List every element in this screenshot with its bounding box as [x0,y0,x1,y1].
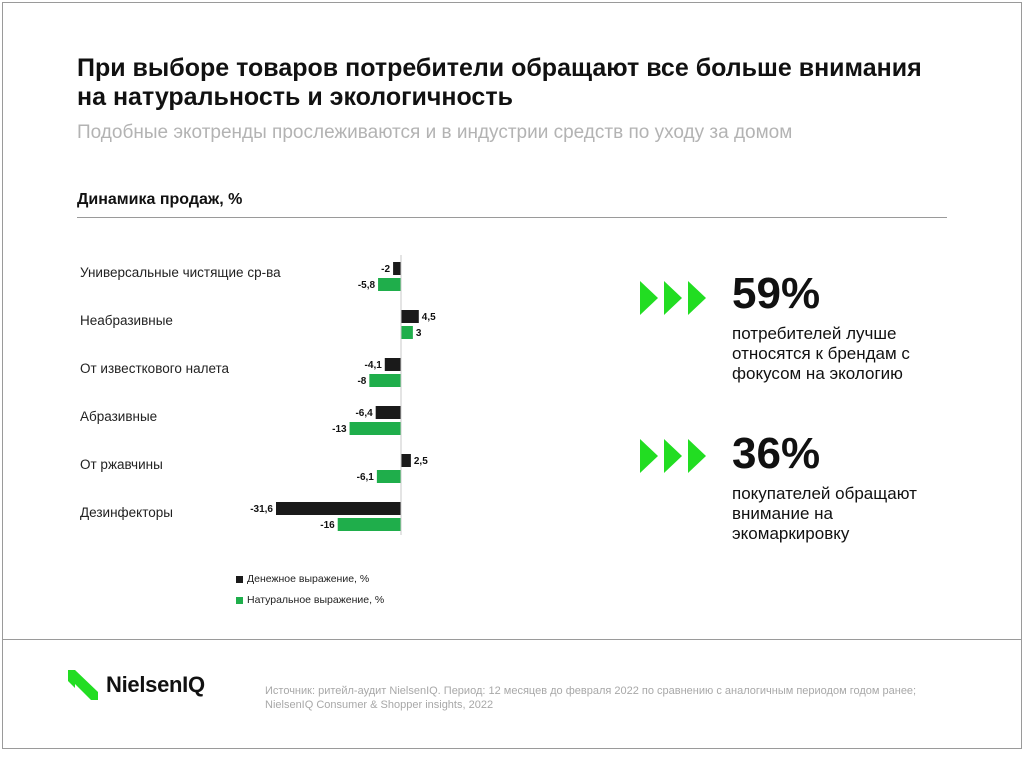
category-label: От ржавчины [80,457,163,472]
data-label: -6,4 [355,408,373,419]
chart-title: Динамика продаж, % [77,191,243,208]
triple-arrow-icon [640,281,706,315]
legend-item-natural: Натуральное выражение, % [236,594,384,606]
data-label: -31,6 [250,504,273,515]
nielseniq-mark-icon [68,670,98,700]
page-subtitle: Подобные экотренды прослеживаются и в ин… [77,122,793,143]
bar-natural [401,326,413,339]
stat-text-1: потребителей лучше относятся к брендам с… [732,324,910,383]
nielseniq-logo: NielsenIQ [66,668,205,702]
sales-dynamics-chart: Универсальные чистящие ср-ва -2 -5,8 Неабра… [80,255,436,535]
legend-label-money: Денежное выражение, % [247,573,370,585]
triple-arrow-icon [640,439,706,473]
data-label: -6,1 [357,472,375,483]
bar-natural [349,422,401,435]
stat-value-2: 36% [732,429,821,478]
legend-item-money: Денежное выражение, % [236,573,369,585]
bar-money [401,310,419,323]
bar-money [384,358,401,371]
legend-swatch-natural [236,596,243,604]
category-label: От известкового налета [80,361,230,376]
data-label: -2 [381,264,390,275]
bar-natural [337,518,401,531]
stat-block-2: 36% покупателей обращают внимание на эко… [732,432,942,544]
data-label: 2,5 [414,456,428,467]
bar-money [401,454,411,467]
data-label: -13 [332,424,347,435]
category-label: Универсальные чистящие ср-ва [80,265,281,280]
bar-natural [378,278,401,291]
category-label: Абразивные [80,409,157,424]
category-label: Дезинфекторы [80,505,173,520]
data-label: -8 [357,376,366,387]
data-label: -5,8 [358,280,376,291]
data-label: 3 [416,328,422,339]
divider [77,217,947,218]
bar-money [276,502,401,515]
bar-money [393,262,401,275]
page-title: При выборе товаров потребители обращают … [77,54,922,111]
stat-value-1: 59% [732,269,821,318]
bar-natural [376,470,401,483]
footer-divider [2,639,1022,640]
legend-label-natural: Натуральное выражение, % [247,594,385,606]
bar-money [375,406,401,419]
bar-natural [369,374,401,387]
source-note: Источник: ритейл-аудит NielsenIQ. Период… [265,685,917,711]
category-label: Неабразивные [80,313,173,328]
data-label: -4,1 [365,360,383,371]
stat-block-1: 59% потребителей лучше относятся к бренд… [732,272,942,384]
legend-swatch-money [236,575,243,583]
stat-text-2: покупателей обращают внимание на экомарк… [732,484,917,543]
data-label: -16 [320,520,335,531]
data-label: 4,5 [422,312,436,323]
logo-wordmark: NielsenIQ [106,672,205,697]
